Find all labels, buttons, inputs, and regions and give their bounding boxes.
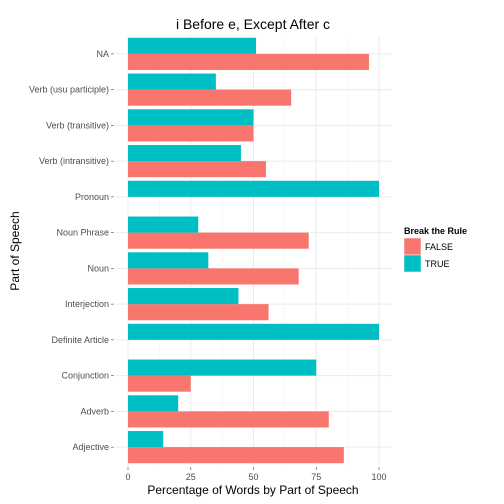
bar-false: [128, 375, 191, 392]
bar-true: [128, 216, 199, 233]
y-tick-label: NA: [96, 49, 109, 59]
x-tick-label: 100: [371, 472, 386, 482]
bar-true: [128, 431, 164, 448]
bar-true: [128, 37, 257, 54]
y-tick-label: Adverb: [80, 406, 109, 416]
x-axis-title: Percentage of Words by Part of Speech: [147, 483, 358, 497]
y-tick-label: Noun Phrase: [56, 228, 109, 238]
y-tick-label: Noun: [87, 263, 109, 273]
bar-true: [128, 323, 379, 340]
legend-title: Break the Rule: [404, 226, 467, 236]
chart-title: i Before e, Except After c: [176, 16, 330, 32]
bar-true: [128, 359, 317, 376]
bar-true: [128, 145, 241, 162]
bar-false: [128, 268, 299, 285]
y-tick-label: Adjective: [72, 442, 109, 452]
legend-key-true: [403, 254, 422, 273]
bar-false: [128, 125, 254, 142]
y-axis-title: Part of Speech: [8, 211, 22, 290]
bar-false: [128, 232, 309, 249]
legend-key-false: [403, 237, 422, 256]
legend-label-false: FALSE: [425, 242, 453, 252]
y-tick-label: Verb (transitive): [46, 120, 109, 130]
legend: Break the Rule FALSE TRUE: [403, 226, 467, 273]
bar-false: [128, 53, 369, 70]
y-tick-label: Conjunction: [61, 371, 109, 381]
bar-false: [128, 447, 344, 464]
bar-false: [128, 411, 329, 428]
y-tick-label: Verb (intransitive): [39, 156, 109, 166]
bar-true: [128, 395, 179, 412]
y-tick-label: Interjection: [65, 299, 109, 309]
bar-true: [128, 288, 239, 305]
x-tick-label: 75: [311, 472, 321, 482]
bar-false: [128, 89, 292, 106]
plot-area: [116, 36, 392, 465]
bar-false: [128, 304, 269, 321]
x-axis-ticks: 0 25 50 75 100: [125, 467, 387, 482]
y-tick-label: Definite Article: [51, 335, 109, 345]
bar-true: [128, 252, 209, 269]
y-axis-ticks: NA Verb (usu participle) Verb (transitive)…: [29, 49, 114, 452]
bar-true: [128, 73, 216, 90]
x-tick-label: 0: [125, 472, 130, 482]
bar-true: [128, 180, 379, 197]
x-tick-label: 25: [186, 472, 196, 482]
bar-true: [128, 109, 254, 126]
y-tick-label: Verb (usu participle): [29, 85, 109, 95]
y-tick-label: Pronoun: [75, 192, 109, 202]
legend-label-true: TRUE: [425, 259, 450, 269]
bar-false: [128, 161, 267, 178]
x-tick-label: 50: [248, 472, 258, 482]
